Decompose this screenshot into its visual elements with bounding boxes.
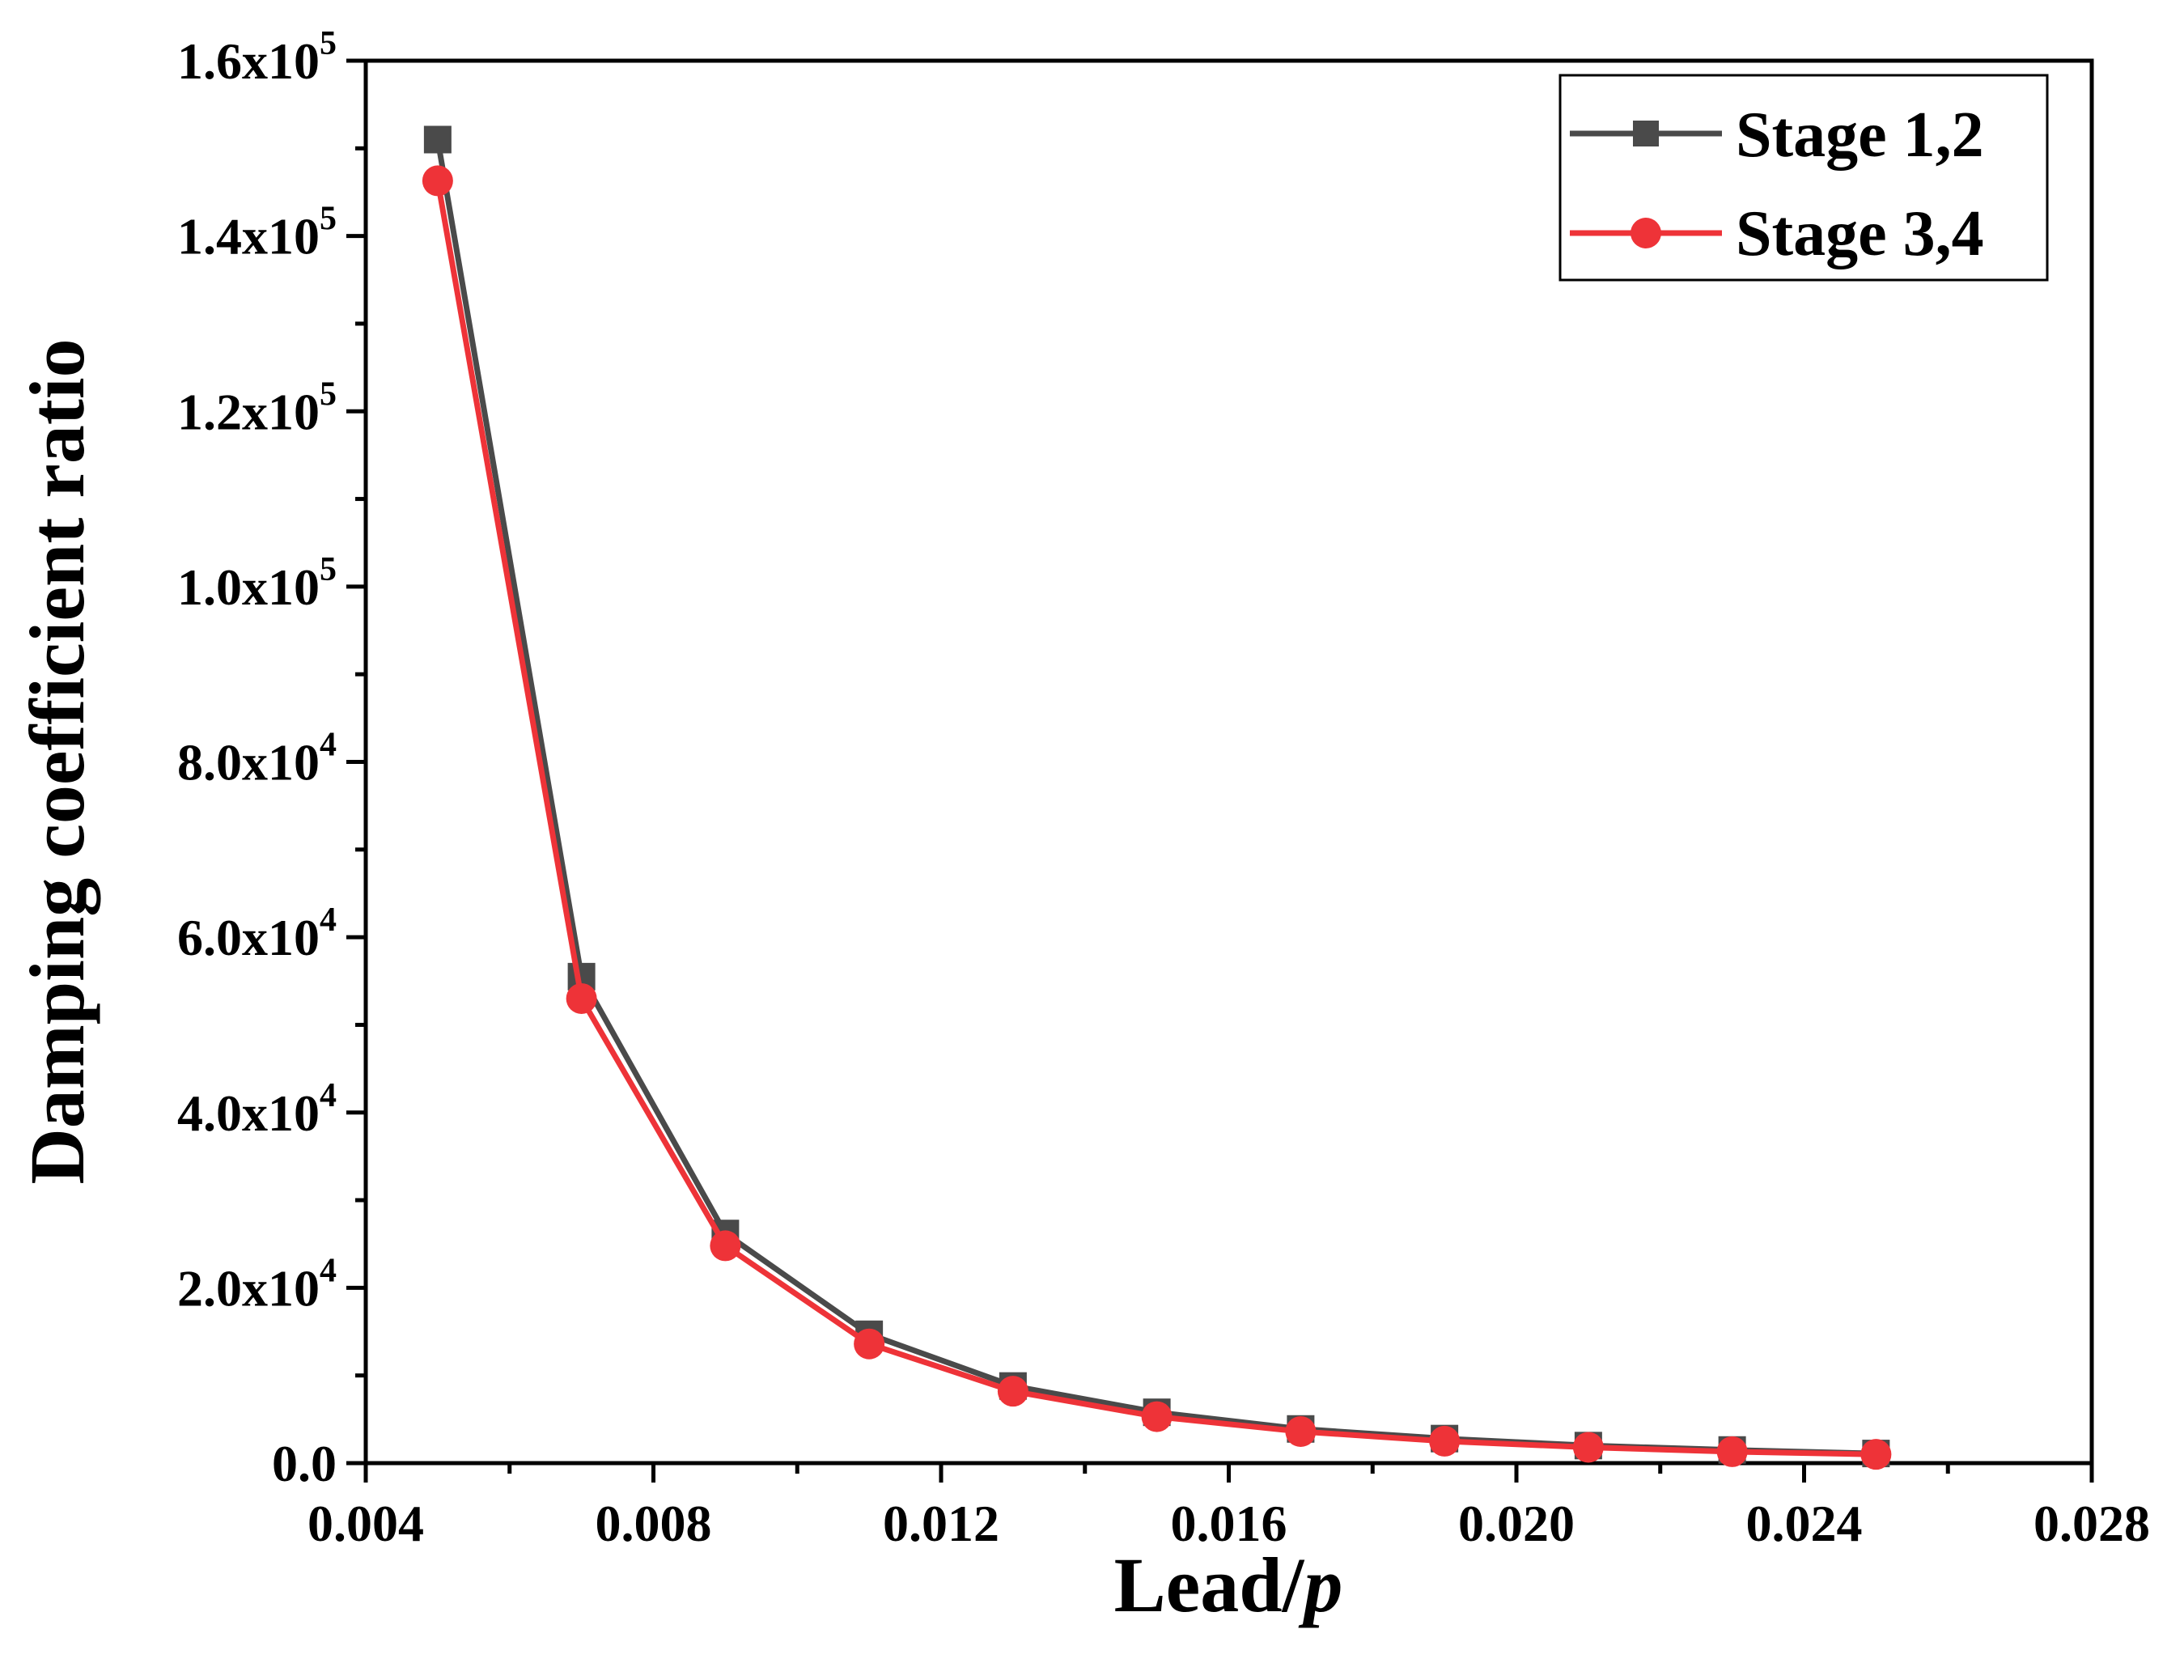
y-tick-label-exponent: 4: [320, 1077, 337, 1114]
series-line-stage-1-2: [435, 138, 1877, 1457]
x-axis-title: Lead/p: [1114, 1542, 1343, 1628]
y-tick-label: 8.0x104: [177, 727, 337, 791]
y-tick-label-exponent: 4: [320, 902, 337, 939]
x-tick-label: 0.004: [307, 1495, 424, 1552]
data-point-stage-3-4: [854, 1328, 885, 1360]
legend-label-stage-1-2: Stage 1,2: [1736, 100, 1984, 171]
data-point-stage-3-4: [1716, 1436, 1748, 1467]
series-line-stage-3-4: [435, 180, 1877, 1457]
data-point-stage-3-4: [997, 1376, 1028, 1407]
y-tick-label-exponent: 5: [320, 25, 337, 62]
y-tick-label: 1.2x105: [177, 375, 337, 440]
series-layer: [422, 125, 1892, 1470]
legend-label-stage-3-4: Stage 3,4: [1736, 198, 1984, 269]
y-tick-label-base: 1.0x10: [177, 558, 320, 616]
y-tick-label-base: 1.2x10: [177, 383, 320, 440]
y-tick-label-base: 2.0x10: [177, 1259, 320, 1317]
x-axis-ticks: 0.004 0.008 0.012 0.016 0.020 0.024 0.028: [307, 1463, 2150, 1552]
y-tick-label-exponent: 5: [320, 201, 337, 238]
y-tick-label-base: 0.0: [272, 1435, 337, 1492]
y-tick-label-exponent: 4: [320, 1252, 337, 1289]
y-tick-label-exponent: 5: [320, 375, 337, 413]
y-tick-label-exponent: 4: [320, 727, 337, 764]
data-point-stage-3-4: [710, 1230, 741, 1262]
data-point-stage-3-4: [1141, 1401, 1173, 1432]
data-point-stage-1-2: [423, 125, 452, 154]
y-tick-label: 4.0x104: [177, 1077, 337, 1142]
y-tick-label: 0.0: [272, 1435, 337, 1492]
x-tick-label: 0.028: [2033, 1495, 2150, 1552]
x-tick-label: 0.020: [1458, 1495, 1575, 1552]
y-axis-ticks: 0.02.0x1044.0x1046.0x1048.0x1041.0x1051.…: [177, 25, 366, 1492]
data-point-stage-3-4: [566, 982, 597, 1014]
legend-marker-square: [1633, 121, 1659, 146]
y-tick-label-base: 1.4x10: [177, 208, 320, 265]
data-point-stage-3-4: [1860, 1439, 1892, 1470]
x-tick-label: 0.012: [883, 1495, 999, 1552]
x-axis-title-italic: p: [1298, 1542, 1342, 1628]
y-tick-label-base: 8.0x10: [177, 734, 320, 791]
y-tick-label: 6.0x104: [177, 902, 337, 966]
data-point-stage-3-4: [422, 165, 453, 197]
data-point-stage-3-4: [1285, 1416, 1317, 1448]
y-tick-label: 1.6x105: [177, 25, 337, 90]
legend-marker-circle: [1631, 218, 1661, 248]
legend: Stage 1,2 Stage 3,4: [1558, 74, 2049, 282]
x-tick-label: 0.016: [1171, 1495, 1287, 1552]
x-tick-label: 0.008: [596, 1495, 712, 1552]
y-tick-label-exponent: 5: [320, 551, 337, 588]
data-point-stage-3-4: [1429, 1425, 1461, 1457]
y-tick-label-base: 1.6x10: [177, 32, 320, 90]
y-tick-label: 1.0x105: [177, 551, 337, 616]
x-axis-title-text: Lead/: [1114, 1542, 1305, 1628]
y-tick-label: 1.4x105: [177, 201, 337, 265]
y-axis-title: Damping coefficient ratio: [14, 338, 100, 1184]
y-tick-label-base: 6.0x10: [177, 909, 320, 966]
y-tick-label-base: 4.0x10: [177, 1084, 320, 1142]
data-point-stage-3-4: [1572, 1432, 1604, 1463]
x-tick-label: 0.024: [1746, 1495, 1863, 1552]
y-tick-label: 2.0x104: [177, 1252, 337, 1317]
